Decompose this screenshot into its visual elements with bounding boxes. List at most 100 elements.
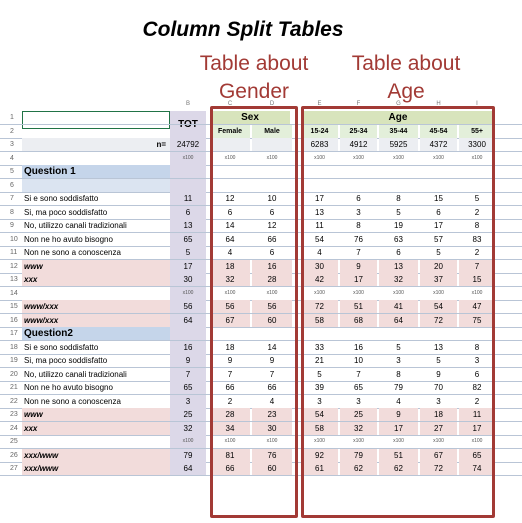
data-cell[interactable]: x100 xyxy=(314,154,325,161)
data-cell[interactable]: x100 xyxy=(353,438,364,444)
data-cell[interactable]: 8 xyxy=(474,221,480,230)
data-cell[interactable]: 54 xyxy=(315,234,324,244)
data-cell[interactable]: 9 xyxy=(340,259,377,273)
data-cell[interactable]: 76 xyxy=(252,448,292,462)
data-cell[interactable]: 6 xyxy=(269,248,275,257)
data-cell[interactable]: 30 xyxy=(170,273,206,286)
data-cell[interactable]: x100 xyxy=(353,289,364,296)
data-cell[interactable]: 13 xyxy=(379,259,418,273)
data-cell[interactable]: 3 xyxy=(436,396,441,406)
data-cell[interactable]: 62 xyxy=(340,462,377,475)
data-cell[interactable]: 18 xyxy=(210,259,250,273)
data-cell[interactable]: 79 xyxy=(340,448,377,462)
data-cell[interactable]: 60 xyxy=(252,462,292,475)
data-cell[interactable]: 63 xyxy=(394,234,403,244)
data-cell[interactable]: 33 xyxy=(315,342,324,352)
data-cell[interactable]: 64 xyxy=(379,313,418,327)
data-cell[interactable]: 2 xyxy=(227,396,233,406)
data-cell[interactable]: x100 xyxy=(224,154,236,161)
data-cell[interactable]: 3 xyxy=(356,207,361,217)
data-cell[interactable]: x100 xyxy=(433,154,444,161)
data-cell[interactable]: 23 xyxy=(252,408,292,421)
data-cell[interactable]: 4372 xyxy=(420,138,457,151)
data-cell[interactable]: 32 xyxy=(340,421,377,435)
data-cell[interactable]: x100 xyxy=(266,289,278,296)
data-cell[interactable]: 17 xyxy=(434,221,443,230)
data-cell[interactable]: x100 xyxy=(266,438,278,444)
data-cell[interactable]: 17 xyxy=(340,273,377,286)
data-cell[interactable]: 16 xyxy=(354,342,363,352)
data-cell[interactable]: 65 xyxy=(354,383,363,392)
data-cell[interactable]: x100 xyxy=(471,438,483,444)
data-cell[interactable]: 76 xyxy=(354,234,363,244)
data-cell[interactable]: 72 xyxy=(420,462,457,475)
data-cell[interactable]: 47 xyxy=(459,300,495,313)
data-cell[interactable]: 14 xyxy=(267,342,277,352)
data-cell[interactable]: 13 xyxy=(315,207,324,217)
data-cell[interactable]: 15 xyxy=(434,194,443,203)
data-cell[interactable]: 32 xyxy=(379,273,418,286)
data-cell[interactable]: 66 xyxy=(210,462,250,475)
data-cell[interactable]: 8 xyxy=(396,369,401,379)
data-cell[interactable]: 17 xyxy=(315,194,324,203)
data-cell[interactable]: x100 xyxy=(224,289,236,296)
data-cell[interactable]: 56 xyxy=(170,300,206,313)
data-cell[interactable]: 54 xyxy=(301,408,338,421)
data-cell[interactable]: x100 xyxy=(433,289,444,296)
data-cell[interactable]: 9 xyxy=(436,369,441,379)
data-cell[interactable]: 64 xyxy=(170,313,206,327)
data-cell[interactable]: 18 xyxy=(225,342,235,352)
data-cell[interactable]: 79 xyxy=(170,448,206,462)
data-cell[interactable]: 17 xyxy=(170,259,206,273)
data-cell[interactable]: 7 xyxy=(459,259,495,273)
data-cell[interactable]: 7 xyxy=(356,248,361,257)
data-cell[interactable]: 92 xyxy=(301,448,338,462)
data-cell[interactable]: 4 xyxy=(227,248,233,257)
data-cell[interactable]: 7 xyxy=(269,369,275,379)
data-cell[interactable]: 61 xyxy=(301,462,338,475)
data-cell[interactable]: 83 xyxy=(472,234,482,244)
data-cell[interactable]: 13 xyxy=(170,219,206,232)
data-cell[interactable]: 5 xyxy=(396,207,401,217)
data-cell[interactable]: 3 xyxy=(170,394,206,408)
data-cell[interactable]: 60 xyxy=(252,313,292,327)
data-cell[interactable]: 42 xyxy=(301,273,338,286)
data-cell[interactable]: 56 xyxy=(252,300,292,313)
data-cell[interactable]: 20 xyxy=(420,259,457,273)
data-cell[interactable]: 34 xyxy=(210,421,250,435)
data-cell[interactable]: 9 xyxy=(379,408,418,421)
data-cell[interactable]: 7 xyxy=(227,369,233,379)
data-cell[interactable]: x100 xyxy=(393,154,404,161)
data-cell[interactable]: 58 xyxy=(301,421,338,435)
data-cell[interactable]: 25 xyxy=(170,408,206,421)
data-cell[interactable]: 6 xyxy=(474,369,480,379)
data-cell[interactable]: 6 xyxy=(227,207,233,217)
data-cell[interactable]: 18 xyxy=(420,408,457,421)
data-cell[interactable]: 67 xyxy=(420,448,457,462)
data-cell[interactable]: 11 xyxy=(170,192,206,205)
data-cell[interactable]: 4 xyxy=(269,396,275,406)
data-cell[interactable]: 30 xyxy=(301,259,338,273)
data-cell[interactable]: 5 xyxy=(396,342,401,352)
data-cell[interactable]: 64 xyxy=(170,462,206,475)
data-cell[interactable]: 21 xyxy=(315,356,324,365)
data-cell[interactable]: 7 xyxy=(356,369,361,379)
data-cell[interactable]: 17 xyxy=(459,421,495,435)
data-cell[interactable]: 3 xyxy=(396,356,401,365)
data-cell[interactable]: 82 xyxy=(472,383,482,392)
data-cell[interactable]: x100 xyxy=(170,151,206,165)
data-cell[interactable]: 4 xyxy=(396,396,401,406)
data-cell[interactable]: 54 xyxy=(420,300,457,313)
data-cell[interactable]: 62 xyxy=(379,462,418,475)
data-cell[interactable]: 79 xyxy=(394,383,403,392)
data-cell[interactable]: x100 xyxy=(314,289,325,296)
data-cell[interactable]: 64 xyxy=(225,234,235,244)
data-cell[interactable]: 2 xyxy=(474,207,480,217)
data-cell[interactable]: 16 xyxy=(170,340,206,354)
data-cell[interactable]: 8 xyxy=(356,221,361,230)
data-cell[interactable]: 3300 xyxy=(459,138,495,151)
data-cell[interactable]: 58 xyxy=(301,313,338,327)
data-cell[interactable]: 74 xyxy=(459,462,495,475)
data-cell[interactable]: 4912 xyxy=(340,138,377,151)
data-cell[interactable]: 72 xyxy=(420,313,457,327)
